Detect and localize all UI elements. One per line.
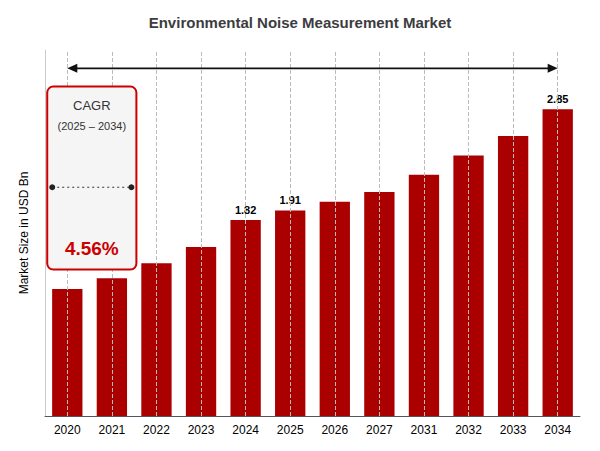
svg-text:4.56%: 4.56% (65, 238, 119, 259)
svg-text:2031: 2031 (411, 423, 438, 437)
svg-text:Environmental Noise Measuremen: Environmental Noise Measurement Market (149, 14, 452, 31)
svg-text:2025: 2025 (277, 423, 304, 437)
svg-text:(2025 – 2034): (2025 – 2034) (58, 120, 127, 132)
svg-text:2022: 2022 (143, 423, 170, 437)
svg-text:Market Size in USD Bn: Market Size in USD Bn (17, 172, 31, 295)
svg-text:2.85: 2.85 (547, 92, 569, 105)
svg-text:2020: 2020 (54, 423, 81, 437)
svg-text:CAGR: CAGR (73, 98, 111, 113)
svg-text:2024: 2024 (232, 423, 259, 437)
svg-text:2034: 2034 (544, 423, 571, 437)
svg-text:1.82: 1.82 (234, 203, 257, 216)
svg-text:2021: 2021 (99, 423, 126, 437)
svg-text:2032: 2032 (455, 423, 482, 437)
svg-text:2023: 2023 (188, 423, 215, 437)
svg-text:1.91: 1.91 (279, 193, 301, 206)
svg-text:2026: 2026 (321, 423, 348, 437)
svg-text:2033: 2033 (500, 423, 527, 437)
svg-text:2027: 2027 (366, 423, 393, 437)
